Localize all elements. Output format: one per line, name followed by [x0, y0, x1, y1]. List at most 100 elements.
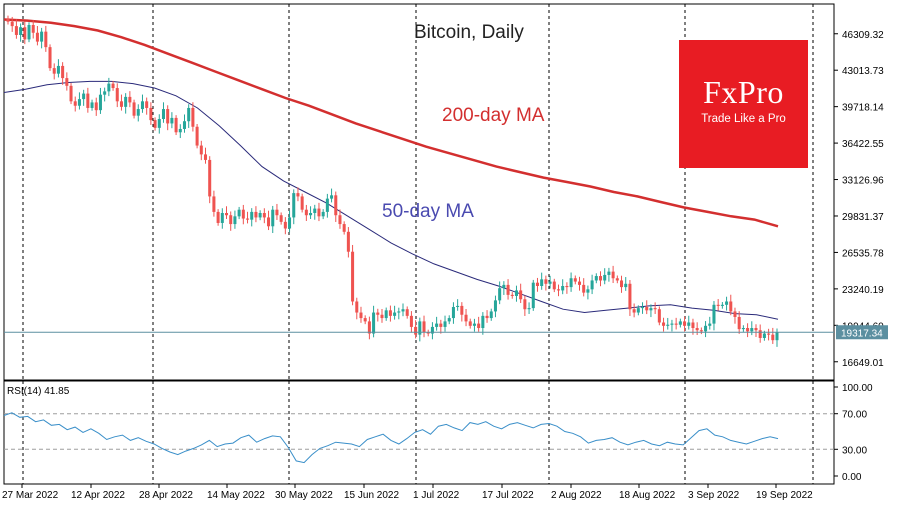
candle-body [388, 310, 392, 316]
candle-body [598, 276, 603, 281]
rsi-axis-label: 30.00 [842, 445, 867, 456]
candle-body [191, 107, 195, 127]
candle-body [649, 308, 653, 311]
candle-body [468, 321, 472, 326]
candle-body [107, 83, 111, 92]
x-axis-label: 2 Aug 2022 [551, 490, 602, 501]
candle-body [220, 213, 224, 223]
candle-body [132, 102, 136, 116]
candle-body [662, 322, 666, 326]
candle-body [195, 126, 199, 146]
candle-body [178, 128, 182, 133]
candle-body [577, 281, 582, 285]
candle-body [393, 312, 397, 316]
candle-body [615, 278, 619, 281]
candle-body [552, 281, 556, 290]
candle-body [569, 278, 573, 288]
price-axis-label: 23240.19 [842, 285, 884, 296]
candle-body [741, 328, 745, 330]
ma200-line [3, 18, 779, 228]
candle-body [384, 310, 388, 319]
candle-body [250, 211, 254, 220]
candle-body [73, 101, 77, 106]
candle-body [645, 307, 649, 311]
candle-body [762, 333, 766, 338]
candle-body [174, 117, 178, 133]
candle-body [720, 304, 724, 306]
price-axis-label: 33126.96 [842, 176, 884, 187]
candle-body [77, 99, 81, 106]
candle-body [460, 305, 464, 315]
candle-body [611, 271, 615, 279]
candle-body [203, 154, 208, 160]
x-axis-label: 17 Jul 2022 [482, 490, 534, 501]
candle-body [292, 193, 296, 218]
x-axis-label: 19 Sep 2022 [756, 490, 813, 501]
candle-body [523, 299, 527, 310]
candle-body [435, 323, 439, 327]
candle-body [241, 209, 245, 219]
rsi-line [3, 412, 779, 464]
candle-body [624, 283, 628, 288]
candle-body [548, 281, 552, 284]
candle-body [330, 195, 334, 199]
candle-body [544, 279, 548, 284]
candle-body [208, 159, 212, 197]
x-axis-label: 1 Jul 2022 [413, 490, 460, 501]
candle-body [439, 323, 443, 327]
candle-body [267, 217, 271, 227]
price-axis-label: 16649.01 [842, 358, 884, 369]
candle-body [678, 321, 682, 325]
candle-body [225, 213, 229, 216]
candle-body [309, 213, 313, 216]
candle-body [704, 325, 708, 332]
candle-body [561, 286, 565, 291]
candle-body [279, 215, 283, 222]
candle-body [430, 326, 434, 334]
candle-body [128, 96, 132, 103]
candle-body [40, 31, 44, 42]
candle-body [708, 323, 712, 326]
candle-body [481, 315, 485, 329]
candle-body [119, 101, 123, 107]
candle-body [653, 308, 657, 310]
rsi-axis-label: 70.00 [842, 410, 867, 421]
last-price-badge [836, 325, 888, 340]
candle-body [300, 196, 304, 210]
x-axis-label: 28 Apr 2022 [139, 490, 193, 501]
candle-body [556, 289, 560, 291]
candle-body [489, 311, 493, 319]
candle-body [657, 309, 661, 323]
candle-body [136, 109, 140, 116]
candle-body [212, 196, 216, 212]
candle-body [510, 294, 514, 296]
candle-body [334, 195, 338, 216]
candle-body [98, 94, 102, 111]
candle-body [477, 323, 481, 329]
candle-body [325, 198, 329, 212]
candle-body [472, 323, 476, 326]
candle-body [590, 280, 594, 290]
candle-body [346, 231, 350, 252]
candle-body [103, 91, 107, 95]
candle-body [674, 323, 678, 325]
candle-body [725, 301, 729, 305]
candle-body [443, 321, 447, 327]
candle-body [380, 314, 384, 319]
candle-body [48, 47, 52, 69]
x-axis-label: 30 May 2022 [275, 490, 333, 501]
candle-body [161, 109, 165, 120]
candle-body [426, 332, 430, 334]
price-axis-label: 46309.32 [842, 30, 884, 41]
last-price-value: 19317.34 [841, 328, 883, 339]
candle-body [254, 211, 258, 218]
candle-body [464, 314, 468, 322]
candle-body [19, 27, 23, 35]
candle-body [754, 328, 758, 331]
fxpro-logo: FxPro Trade Like a Pro [679, 40, 808, 168]
candle-body [506, 284, 510, 295]
candle-body [342, 224, 346, 232]
candle-body [456, 305, 460, 308]
